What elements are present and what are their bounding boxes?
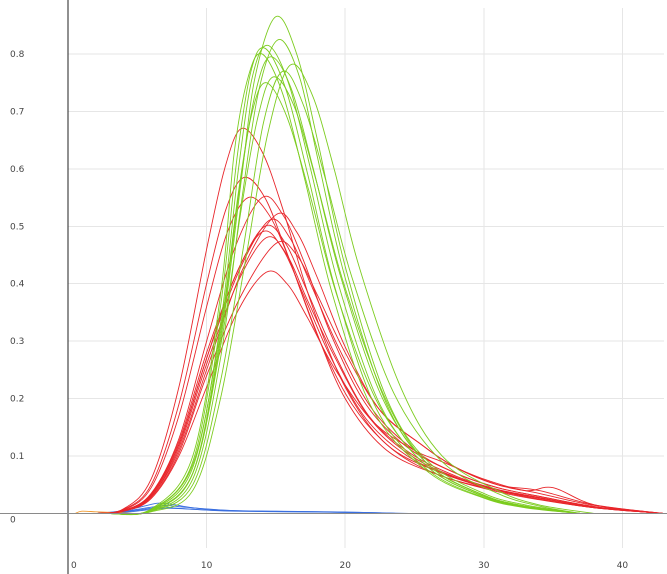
- y-tick-label: 0.3: [10, 337, 24, 347]
- x-tick-label: 10: [201, 561, 213, 571]
- y-tick-label: 0.4: [10, 280, 25, 290]
- blue-series-line: [95, 507, 401, 514]
- y-tick-label: 0: [10, 516, 16, 526]
- red-series-line: [95, 230, 665, 514]
- y-tick-label: 0.6: [10, 165, 25, 175]
- green-series-line: [109, 76, 581, 515]
- x-tick-label: 40: [617, 561, 629, 571]
- red-series-line: [95, 240, 665, 514]
- y-tick-label: 0.5: [10, 222, 24, 232]
- green-series-line: [109, 82, 581, 516]
- series-curves: [74, 15, 665, 516]
- y-tick-label: 0.1: [10, 452, 24, 462]
- green-series-line: [109, 47, 581, 515]
- y-tick-label: 0.7: [10, 107, 24, 117]
- grid: [68, 8, 664, 548]
- x-tick-label: 30: [478, 561, 490, 571]
- y-tick-label: 0.2: [10, 395, 24, 405]
- tick-labels: 0 0.1 0.2 0.3 0.4 0.5 0.6 0.7 0.8 0 10 20 30 40: [10, 50, 628, 571]
- green-series-line: [109, 53, 581, 515]
- red-series-line: [95, 236, 665, 514]
- red-series-line: [95, 212, 665, 514]
- x-tick-label: 0: [71, 561, 77, 571]
- green-series-line: [109, 70, 581, 515]
- red-series-line: [95, 224, 665, 514]
- x-tick-label: 20: [339, 561, 351, 571]
- y-tick-label: 0.8: [10, 50, 25, 60]
- red-series-line: [95, 270, 665, 514]
- green-series-line: [109, 63, 595, 515]
